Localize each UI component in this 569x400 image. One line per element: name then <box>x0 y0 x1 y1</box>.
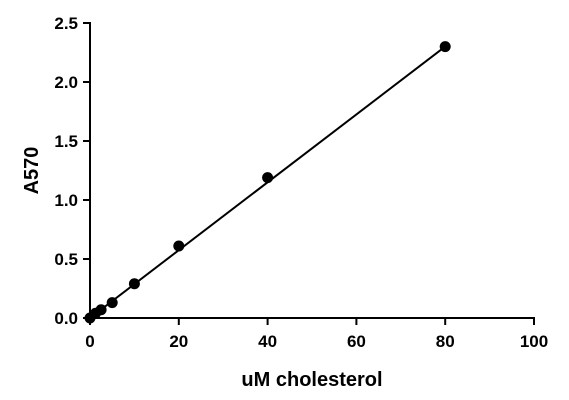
x-tick-label: 60 <box>347 332 366 351</box>
x-tick-label: 80 <box>436 332 455 351</box>
y-axis-title: A570 <box>21 147 43 195</box>
x-tick-label: 0 <box>85 332 94 351</box>
data-point <box>106 297 118 309</box>
x-tick-label: 20 <box>169 332 188 351</box>
y-tick-label: 2.0 <box>54 73 78 92</box>
data-point <box>262 172 274 184</box>
x-tick-label: 100 <box>520 332 548 351</box>
data-point <box>95 304 107 316</box>
x-axis-title: uM cholesterol <box>241 369 382 391</box>
axes <box>89 22 535 319</box>
y-ticks: 0.0 0.5 1.0 1.5 2.0 2.5 <box>54 14 90 328</box>
y-tick-label: 0.0 <box>54 309 78 328</box>
data-point <box>128 278 140 290</box>
y-tick-label: 1.5 <box>54 132 78 151</box>
y-tick-label: 0.5 <box>54 250 78 269</box>
data-point <box>173 240 185 252</box>
x-tick-label: 40 <box>258 332 277 351</box>
y-tick-label: 2.5 <box>54 14 78 33</box>
data-point <box>439 41 451 53</box>
x-ticks: 0 20 40 60 80 100 <box>85 318 548 351</box>
y-tick-label: 1.0 <box>54 191 78 210</box>
data-points <box>84 41 451 324</box>
